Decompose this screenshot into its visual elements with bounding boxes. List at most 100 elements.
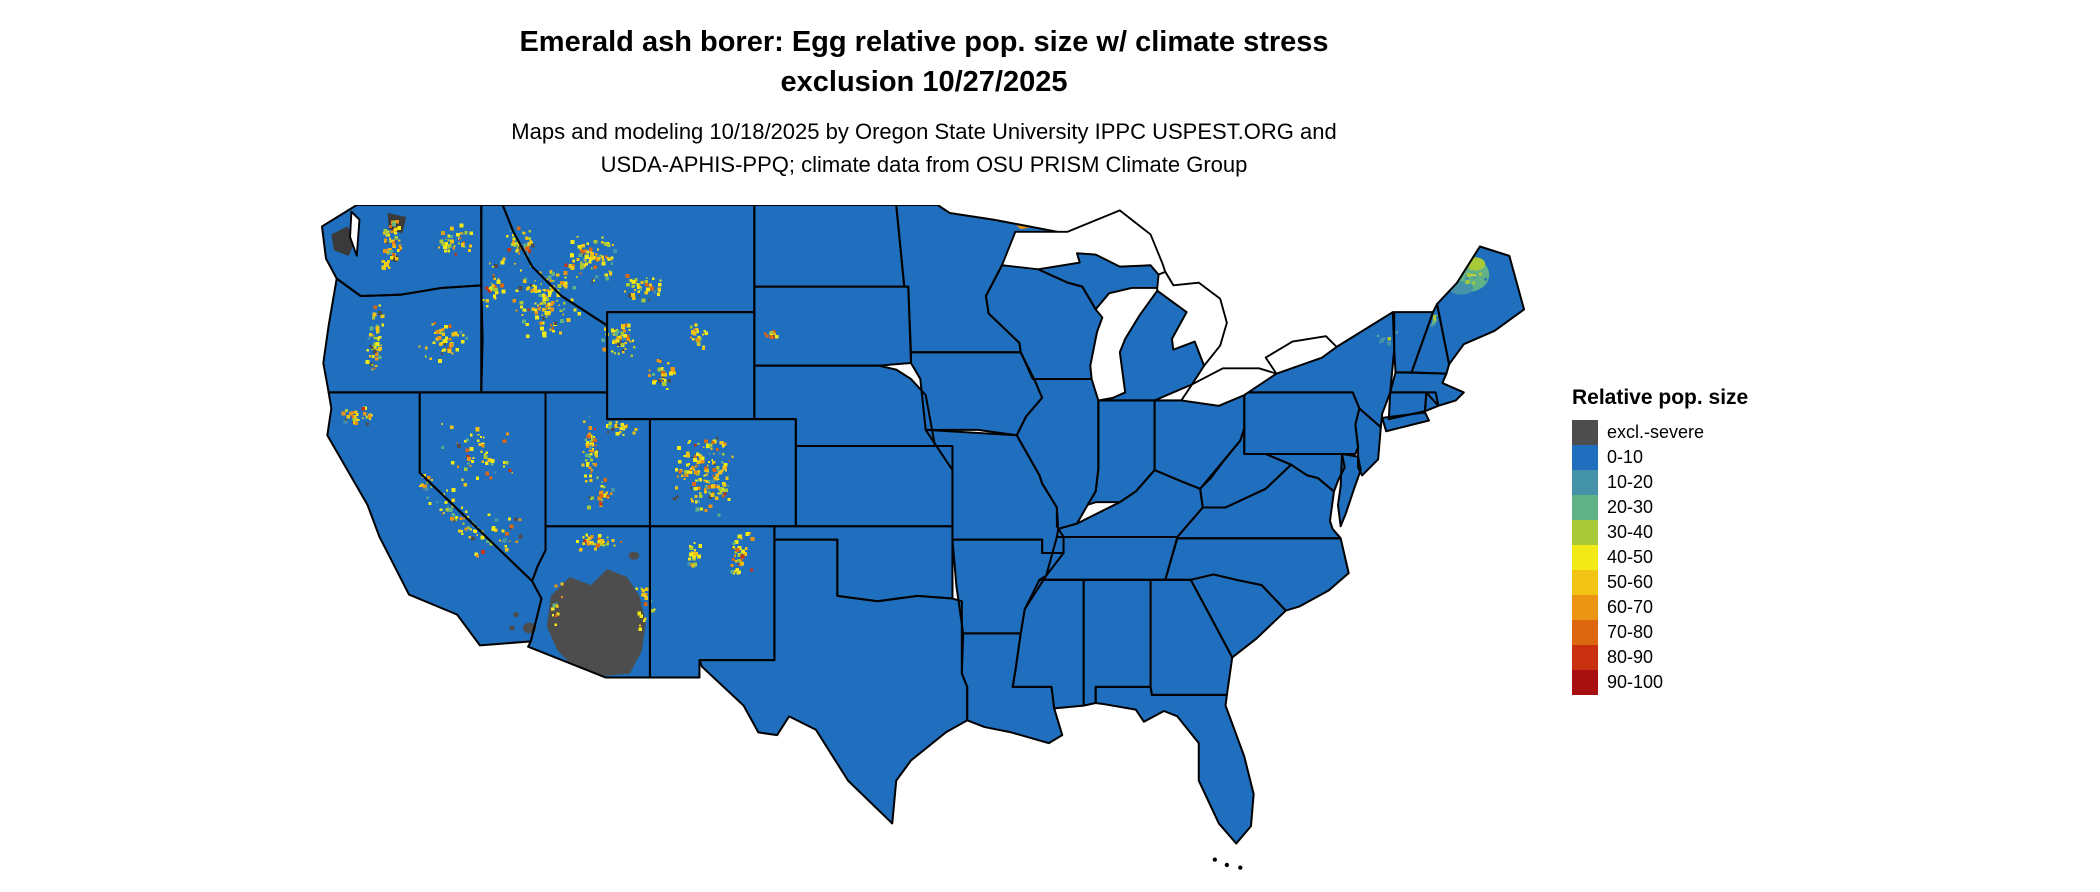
florida-keys (1212, 857, 1243, 870)
legend-item: excl.-severe (1572, 420, 1748, 445)
map-subtitle-line2: USDA-APHIS-PPQ; climate data from OSU PR… (600, 152, 1248, 177)
legend-swatch (1572, 620, 1598, 645)
state-ar (952, 539, 1064, 634)
state-or (322, 277, 484, 394)
legend-swatch (1572, 670, 1598, 695)
state-delmarva (1337, 453, 1361, 527)
state-sd (754, 286, 911, 366)
state-me (1437, 246, 1525, 365)
state-md (1265, 453, 1345, 492)
state-ks (795, 445, 953, 527)
state-ky (1056, 470, 1203, 537)
state-in (1087, 400, 1155, 505)
state-nd (754, 205, 905, 287)
state-wy (607, 312, 755, 420)
state-fl (1095, 686, 1254, 844)
legend-swatch (1572, 595, 1598, 620)
state-la (961, 633, 1063, 744)
state-sc (1190, 574, 1286, 658)
state-or (323, 278, 483, 393)
legend-swatch (1572, 420, 1598, 445)
legend-swatch (1572, 470, 1598, 495)
legend-label: 70-80 (1607, 622, 1654, 642)
state-mo (925, 429, 1064, 554)
map-title-line2: exclusion 10/27/2025 (780, 66, 1068, 98)
state-ca (327, 392, 542, 646)
legend-label: 50-60 (1607, 572, 1654, 592)
legend-item: 90-100 (1572, 670, 1748, 695)
puget-sound (349, 210, 361, 257)
state-ok (774, 526, 953, 602)
lake-ontario (1264, 335, 1338, 375)
state-ga (1150, 579, 1233, 695)
state-tx (699, 539, 968, 824)
legend-swatch (1572, 645, 1598, 670)
state-pa (1244, 392, 1360, 454)
legend-item: 80-90 (1572, 645, 1748, 670)
legend-item: 30-40 (1572, 520, 1748, 545)
us-landmass (321, 205, 1525, 844)
map-title-line1: Emerald ash borer: Egg relative pop. siz… (519, 26, 1329, 58)
legend-label: 10-20 (1607, 472, 1654, 492)
state-mt (502, 205, 755, 326)
legend-swatch (1572, 520, 1598, 545)
state-nj (1354, 407, 1382, 477)
legend-label: 60-70 (1607, 597, 1654, 617)
state-nc (1165, 538, 1349, 611)
state-ri (1423, 391, 1440, 413)
legend-label: excl.-severe (1607, 422, 1705, 442)
legend-swatch (1572, 570, 1598, 595)
great-lakes (349, 209, 1338, 407)
us-map-container (315, 203, 1527, 881)
legend-label: 30-40 (1607, 522, 1654, 542)
legend-items: excl.-severe 0-10 10-20 20-30 30-40 40-50 50-6… (1572, 420, 1748, 695)
legend-label: 40-50 (1607, 547, 1654, 567)
legend-title: Relative pop. size (1572, 386, 1749, 409)
legend-item: 10-20 (1572, 470, 1748, 495)
state-ne (754, 365, 936, 446)
legend: Relative pop. size excl.-severe 0-10 10-20… (1572, 386, 1748, 695)
legend-item: 40-50 (1572, 545, 1748, 570)
state-ms (1012, 579, 1084, 709)
state-il (1016, 379, 1099, 529)
lake-huron (1156, 270, 1228, 367)
legend-item: 50-60 (1572, 570, 1748, 595)
state-wa (321, 205, 482, 297)
legend-label: 80-90 (1607, 647, 1654, 667)
us-map (320, 203, 1526, 870)
state-me (1436, 245, 1526, 366)
state-mi-upper (1038, 253, 1174, 310)
state-oh (1154, 395, 1245, 489)
legend-item: 0-10 (1572, 445, 1748, 470)
state-md (1264, 452, 1346, 493)
legend-label: 0-10 (1607, 447, 1644, 467)
state-ne (753, 364, 937, 447)
state-mi-lower (1098, 290, 1205, 401)
state-tn (1039, 536, 1178, 580)
state-ar (951, 538, 1065, 635)
state-wv (1200, 428, 1292, 508)
state-wi (985, 261, 1103, 380)
lake-michigan (1089, 287, 1159, 402)
state-nm (649, 526, 775, 678)
state-co (649, 419, 796, 527)
legend-swatch (1572, 545, 1598, 570)
state-ny (1244, 312, 1395, 428)
state-va (1177, 464, 1341, 539)
map-subtitle: Maps and modeling 10/18/2025 by Oregon S… (0, 115, 1848, 181)
legend-label: 90-100 (1607, 672, 1664, 692)
state-nv (419, 392, 546, 582)
map-subtitle-line1: Maps and modeling 10/18/2025 by Oregon S… (511, 119, 1337, 144)
state-al (1083, 579, 1151, 706)
legend-swatch (1572, 445, 1598, 470)
legend-item: 70-80 (1572, 620, 1748, 645)
state-fl (1094, 685, 1255, 845)
state-borders (320, 203, 1526, 845)
legend-label: 20-30 (1607, 497, 1654, 517)
legend-item: 60-70 (1572, 595, 1748, 620)
state-nc (1164, 537, 1350, 612)
state-il (1015, 378, 1100, 530)
lake-erie (1180, 367, 1278, 407)
state-ia (910, 352, 1043, 436)
legend-swatch (1572, 495, 1598, 520)
